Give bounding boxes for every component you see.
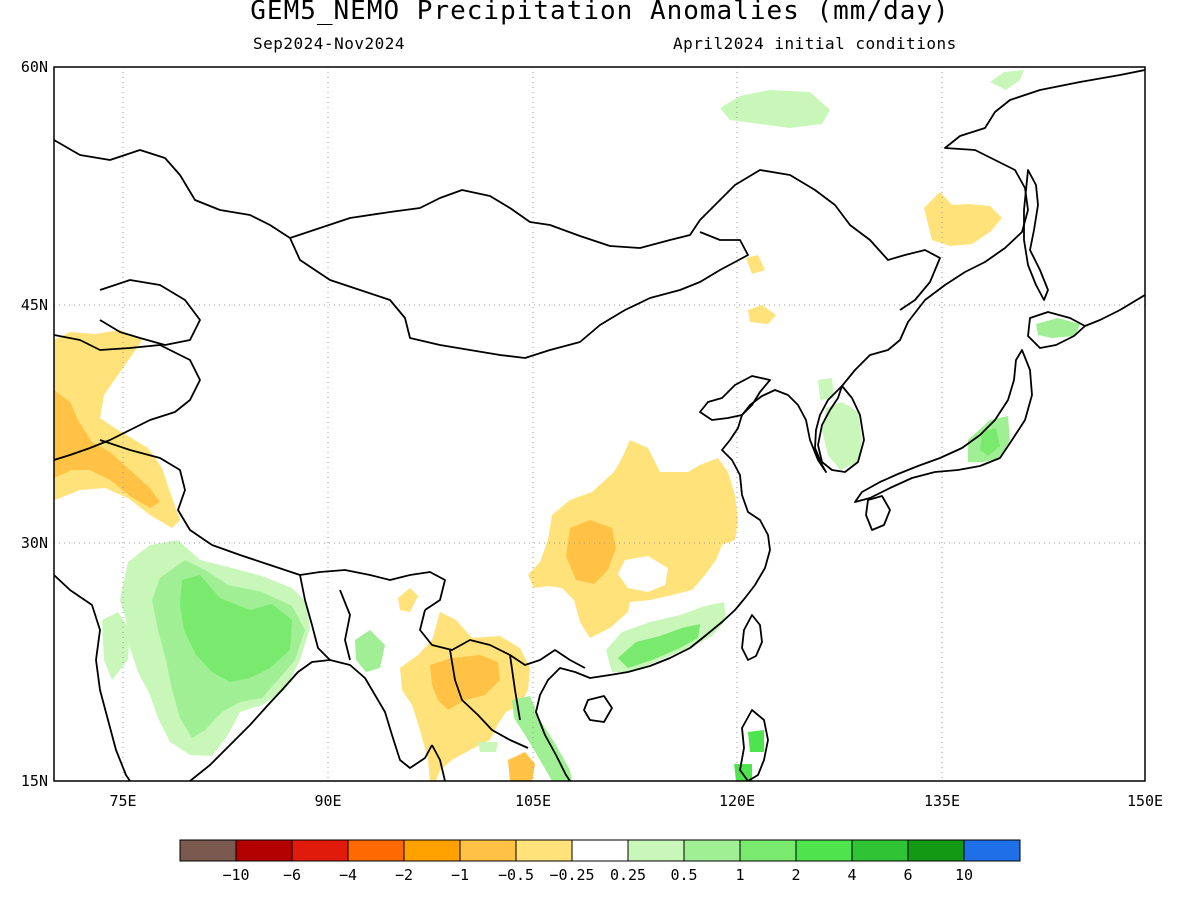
colorbar-label: −2	[395, 866, 413, 884]
india-coast	[54, 574, 131, 781]
colorbar-swatch	[683, 839, 741, 862]
dry-anomaly-sichuan-core	[566, 520, 616, 584]
colorbar-swatch	[907, 839, 965, 862]
coastline-east-asia	[535, 69, 1145, 781]
sakhalin	[1023, 169, 1049, 301]
japan-honshu	[854, 349, 1033, 503]
colorbar-label: 1	[735, 866, 744, 884]
colorbar-label: 10	[955, 866, 973, 884]
wet-anomaly-burma	[355, 630, 385, 672]
colorbar-label: 4	[847, 866, 856, 884]
season-label: Sep2024-Nov2024	[253, 34, 405, 53]
himalaya-border	[99, 439, 446, 611]
dry-anomaly-malay-peninsula	[508, 752, 535, 781]
hainan	[583, 695, 613, 723]
colorbar-label: −10	[222, 866, 249, 884]
colorbar-label: 2	[791, 866, 800, 884]
taiwan	[741, 614, 763, 661]
anomaly-shading	[54, 70, 1080, 781]
wet-anomaly-hokkaido	[1036, 318, 1080, 338]
colorbar-label: 0.5	[670, 866, 697, 884]
coastlines-and-borders	[54, 69, 1145, 781]
colorbar-swatch	[515, 839, 573, 862]
burma-border	[419, 609, 586, 669]
dry-anomaly-inner-mongolia-b	[748, 305, 776, 324]
japan-kyushu	[865, 495, 891, 531]
wet-anomaly-luzon	[734, 764, 752, 781]
colorbar-swatch	[739, 839, 797, 862]
dry-anomaly-inner-mongolia-a	[746, 255, 765, 274]
colorbar-swatch	[235, 839, 293, 862]
wet-anomaly-vietnam	[512, 696, 572, 781]
wet-hole-central-china	[618, 556, 668, 592]
dry-anomaly-burma-small	[398, 588, 418, 612]
colorbar-swatch	[795, 839, 853, 862]
latitude-labels: 60N 45N 30N 15N	[21, 58, 48, 790]
lon-label-150e: 150E	[1127, 792, 1163, 810]
colorbar-swatch	[179, 839, 237, 862]
colorbar-label: −1	[451, 866, 469, 884]
colorbar: −10 −6 −4 −2 −1 −0.5 −0.25 0.25 0.5 1 2 4 6 10	[179, 839, 1021, 884]
wet-anomaly-japan-core	[980, 428, 1000, 456]
wet-anomaly-kamchatka-edge	[990, 70, 1024, 90]
dry-anomaly-indochina-core	[430, 655, 500, 710]
mongolia-border	[289, 231, 749, 359]
bohai-peninsula	[699, 375, 771, 421]
luzon	[739, 709, 769, 781]
wet-anomaly-india-west	[102, 612, 130, 680]
lat-label-30n: 30N	[21, 534, 48, 552]
lon-label-75e: 75E	[109, 792, 136, 810]
lat-label-45n: 45N	[21, 296, 48, 314]
bangladesh-border	[299, 574, 351, 661]
map-title: GEM5_NEMO Precipitation Anomalies (mm/da…	[250, 0, 950, 26]
colorbar-label: 6	[903, 866, 912, 884]
bay-of-bengal-coast	[189, 659, 433, 781]
wet-anomaly-siberia	[720, 90, 830, 128]
dry-anomaly-central-china	[528, 440, 738, 638]
kazakhstan-border	[99, 279, 201, 346]
dry-anomaly-manchuria-east	[924, 192, 1002, 246]
map-frame	[53, 66, 1146, 782]
colorbar-label: 0.25	[610, 866, 646, 884]
colorbar-label: −6	[283, 866, 301, 884]
dry-anomaly-western-himalaya	[54, 330, 180, 528]
wet-anomaly-south-china-core	[618, 624, 700, 668]
colorbar-swatch	[347, 839, 405, 862]
colorbar-label: −0.25	[549, 866, 594, 884]
wet-anomaly-korea-north	[818, 378, 834, 400]
kamchatka-coast	[1084, 294, 1145, 327]
lon-label-135e: 135E	[924, 792, 960, 810]
indochina-south	[431, 744, 446, 781]
lon-label-105e: 105E	[515, 792, 551, 810]
colorbar-swatch	[963, 839, 1021, 862]
dry-anomaly-western-himalaya-core	[54, 390, 160, 508]
wet-anomaly-vietnam-small	[478, 742, 498, 752]
lat-label-15n: 15N	[21, 772, 48, 790]
colorbar-swatch	[571, 839, 629, 862]
init-conditions-label: April2024 initial conditions	[673, 34, 957, 53]
colorbar-swatch	[627, 839, 685, 862]
colorbar-label: −0.5	[498, 866, 534, 884]
colorbar-swatch	[459, 839, 517, 862]
colorbar-swatch	[851, 839, 909, 862]
wet-anomaly-india-strong	[180, 575, 292, 682]
japan-hokkaido	[1027, 311, 1086, 349]
indochina-borders	[449, 649, 529, 749]
longitude-labels: 75E 90E 105E 120E 135E 150E	[109, 792, 1163, 810]
colorbar-swatch	[403, 839, 461, 862]
wet-anomaly-korea	[822, 402, 862, 470]
russia-china-border	[54, 139, 941, 311]
wet-anomaly-taiwan	[748, 730, 764, 752]
central-asia-borders	[54, 334, 201, 461]
lon-label-90e: 90E	[314, 792, 341, 810]
colorbar-swatch	[291, 839, 349, 862]
lon-label-120e: 120E	[719, 792, 755, 810]
lat-label-60n: 60N	[21, 58, 48, 76]
colorbar-label: −4	[339, 866, 357, 884]
korea-peninsula	[817, 385, 865, 473]
